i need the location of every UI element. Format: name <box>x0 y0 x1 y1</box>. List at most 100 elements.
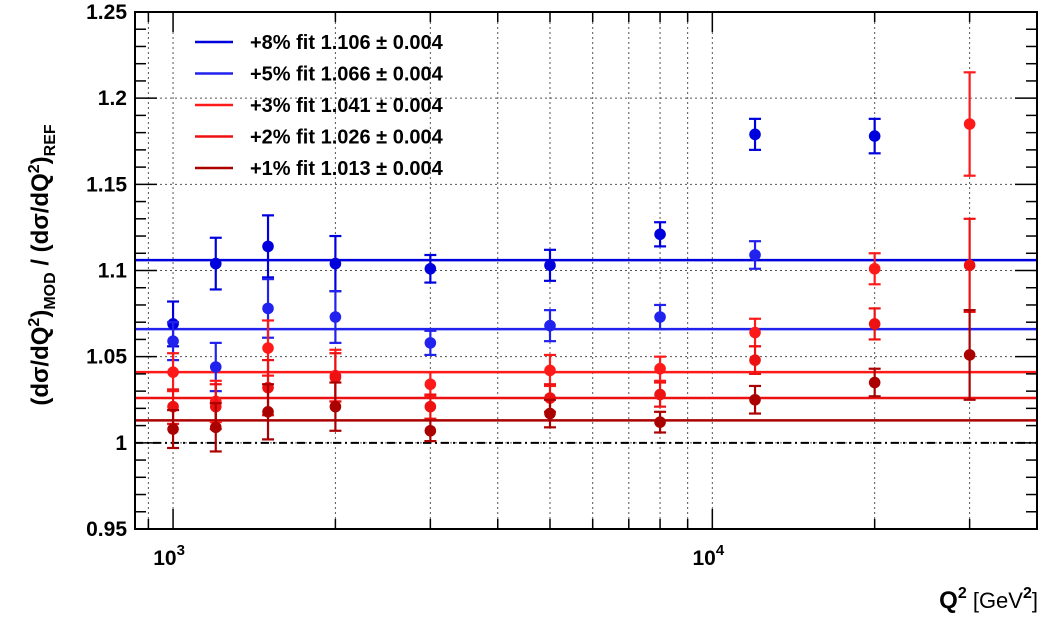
marker <box>329 371 342 384</box>
grid <box>135 12 1038 529</box>
y-axis-title-part: MOD <box>42 272 59 309</box>
marker <box>262 342 274 354</box>
data-point <box>424 393 437 420</box>
y-axis-title-part: REF <box>42 124 59 156</box>
marker <box>262 406 274 418</box>
x-axis-title-sup: 2 <box>958 585 967 602</box>
marker <box>424 400 437 413</box>
marker <box>868 130 881 142</box>
x-tick-label-base: 10 <box>692 547 715 570</box>
y-axis-title-part: ) <box>27 156 54 164</box>
marker <box>868 262 881 275</box>
x-axis-title-base: Q <box>939 587 958 614</box>
data-point <box>749 317 762 348</box>
y-tick-label: 1.1 <box>98 260 128 283</box>
legend-entry: +3% fit 1.041 ± 0.004 <box>195 95 444 117</box>
marker <box>963 259 976 272</box>
legend-label: +2% fit 1.026 ± 0.004 <box>250 127 444 149</box>
marker <box>654 362 666 375</box>
data-point <box>262 319 275 377</box>
y-tick-label: 1.25 <box>86 1 127 24</box>
marker <box>963 118 976 130</box>
y-axis-title-part: / (dσ/dQ <box>27 173 54 272</box>
data-point <box>329 381 342 432</box>
data-point <box>654 355 667 382</box>
data-point <box>654 381 667 408</box>
marker <box>654 228 666 241</box>
marker <box>424 378 437 391</box>
data-point <box>654 221 667 248</box>
y-axis-title: (dσ/dQ2)MOD / (dσ/dQ2)REF <box>26 124 59 406</box>
x-axis-title-unit: [GeV <box>967 588 1024 613</box>
x-tick-label-base: 10 <box>153 547 176 570</box>
marker <box>424 262 437 275</box>
legend-entry: +1% fit 1.013 ± 0.004 <box>195 158 444 180</box>
marker <box>544 259 556 272</box>
marker <box>749 249 761 261</box>
y-tick-label: 1.15 <box>86 173 127 196</box>
data-point <box>424 329 437 357</box>
marker <box>749 128 761 141</box>
marker <box>749 326 761 339</box>
data-point <box>543 309 556 343</box>
data-point <box>749 240 762 270</box>
marker <box>868 318 881 330</box>
y-axis-title-part: 2 <box>26 318 43 327</box>
data-point <box>963 217 976 313</box>
marker <box>262 302 274 315</box>
marker <box>167 423 179 435</box>
marker <box>654 388 666 401</box>
data-point <box>167 352 180 393</box>
x-axis-title-sup: 2 <box>1023 585 1032 602</box>
y-tick-label: 1.05 <box>86 346 127 369</box>
x-tick-label-exp: 3 <box>177 542 185 559</box>
fit-lines <box>135 258 1037 444</box>
data-point <box>543 248 556 282</box>
legend-entry: +2% fit 1.026 ± 0.004 <box>195 127 444 149</box>
marker <box>963 349 976 361</box>
legend-entry: +8% fit 1.106 ± 0.004 <box>195 32 444 54</box>
marker <box>167 335 179 347</box>
y-tick-label: 1.2 <box>98 87 127 110</box>
marker <box>329 311 342 323</box>
x-axis-title-close: ] <box>1032 588 1038 613</box>
marker <box>544 319 556 332</box>
data-point <box>749 117 762 151</box>
marker <box>209 421 222 434</box>
y-tick-label: 1 <box>115 432 127 455</box>
data-point <box>868 252 881 286</box>
data-point <box>868 117 881 155</box>
marker <box>167 366 179 378</box>
legend-label: +8% fit 1.106 ± 0.004 <box>250 32 444 54</box>
data-point <box>167 408 180 450</box>
data-point <box>749 384 762 415</box>
data-point <box>749 345 762 375</box>
marker <box>654 416 666 428</box>
marker <box>329 257 342 270</box>
marker <box>262 240 274 253</box>
x-tick-label-exp: 4 <box>716 542 725 559</box>
data-points <box>167 71 976 453</box>
data-point <box>963 309 976 401</box>
marker <box>424 424 437 437</box>
y-axis-title-part: 2 <box>26 164 43 173</box>
y-axis-title-part: (dσ/dQ <box>27 327 54 406</box>
data-point <box>329 234 342 293</box>
data-point <box>209 236 222 291</box>
x-tick-label: 103 <box>153 542 185 570</box>
data-point <box>329 352 342 403</box>
marker <box>544 392 556 404</box>
x-tick-label: 104 <box>692 542 724 570</box>
data-point <box>543 353 556 388</box>
marker <box>544 407 556 420</box>
marker <box>329 400 342 413</box>
legend: +8% fit 1.106 ± 0.004 +5% fit 1.066 ± 0.0… <box>195 32 444 180</box>
y-tick-label: 0.95 <box>86 518 127 541</box>
data-point <box>329 290 342 344</box>
marker <box>209 257 222 270</box>
marker <box>749 354 761 366</box>
data-point <box>654 303 667 331</box>
data-point <box>424 253 437 284</box>
